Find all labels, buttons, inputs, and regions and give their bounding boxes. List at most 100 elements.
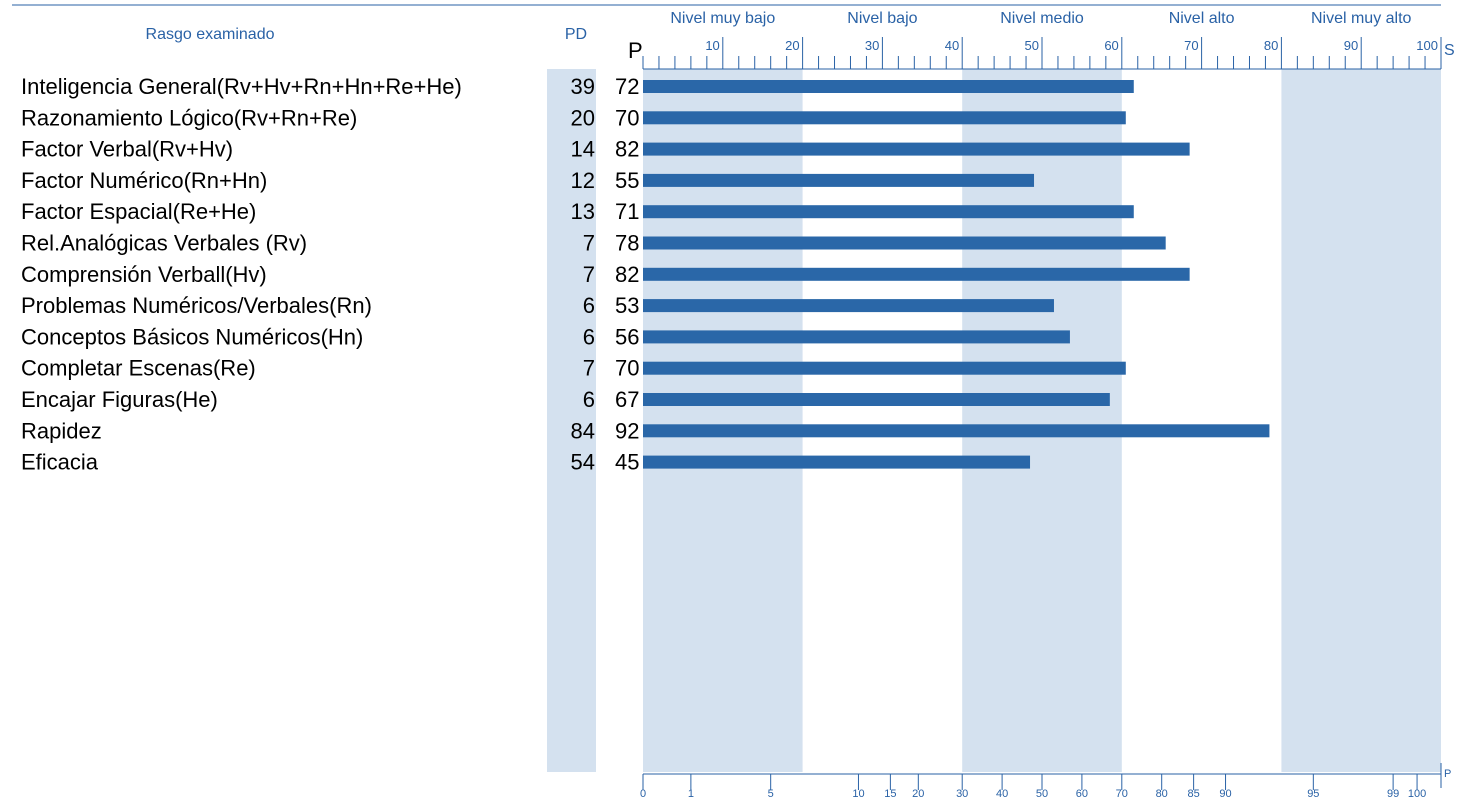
trait-row: Eficacia 54 45 xyxy=(21,450,1031,475)
percentile-value: 82 xyxy=(615,137,639,162)
p-axis-marker: P xyxy=(1444,768,1451,780)
trait-bar xyxy=(643,142,1190,156)
percentile-value: 45 xyxy=(615,450,639,475)
pd-value: 39 xyxy=(571,74,595,99)
trait-bar xyxy=(643,455,1031,469)
p-axis-tick-label: 80 xyxy=(1156,788,1168,800)
s-axis-tick-label: 20 xyxy=(785,38,799,53)
trait-row: Factor Verbal(Rv+Hv) 14 82 xyxy=(21,137,1190,162)
trait-row: Rapidez 84 92 xyxy=(21,418,1270,443)
trait-label: Factor Numérico(Rn+Hn) xyxy=(21,168,267,193)
level-labels: Nivel muy bajo Nivel bajo Nivel medio Nivel… xyxy=(670,10,1411,27)
trait-row: Encajar Figuras(He) 6 67 xyxy=(21,387,1110,412)
trait-row: Razonamiento Lógico(Rv+Rn+Re) 20 70 xyxy=(21,105,1126,130)
trait-row: Factor Espacial(Re+He) 13 71 xyxy=(21,199,1134,224)
trait-bar xyxy=(643,267,1190,281)
trait-label: Razonamiento Lógico(Rv+Rn+Re) xyxy=(21,105,357,130)
pd-value: 7 xyxy=(583,356,595,381)
s-axis-tick-label: 30 xyxy=(865,38,879,53)
p-axis-tick-label: 40 xyxy=(996,788,1008,800)
level-label-4: Nivel alto xyxy=(1169,10,1235,27)
pd-value: 6 xyxy=(583,324,595,349)
percentile-value: 72 xyxy=(615,74,639,99)
s-axis-tick-label: 90 xyxy=(1344,38,1358,53)
level-label-5: Nivel muy alto xyxy=(1311,10,1412,27)
s-axis-tick-label: 60 xyxy=(1104,38,1118,53)
trait-row: Factor Numérico(Rn+Hn) 12 55 xyxy=(21,168,1035,193)
trait-bar xyxy=(643,80,1134,93)
trait-row: Problemas Numéricos/Verbales(Rn) 6 53 xyxy=(21,293,1054,318)
p-axis-tick-label: 70 xyxy=(1116,788,1128,800)
p-axis-tick-label: 20 xyxy=(912,788,924,800)
trait-label: Rapidez xyxy=(21,418,102,443)
trait-row: Comprensión Verball(Hv) 7 82 xyxy=(21,262,1190,287)
p-axis-tick-label: 60 xyxy=(1076,788,1088,800)
p-axis-tick-label: 90 xyxy=(1219,788,1231,800)
pd-value: 14 xyxy=(571,137,595,162)
trait-row: Inteligencia General(Rv+Hv+Rn+Hn+Re+He) 3… xyxy=(21,74,1134,99)
trait-bar xyxy=(643,393,1110,406)
trait-label: Inteligencia General(Rv+Hv+Rn+Hn+Re+He) xyxy=(21,74,462,99)
pd-value: 6 xyxy=(583,387,595,412)
trait-rows: Inteligencia General(Rv+Hv+Rn+Hn+Re+He) 3… xyxy=(21,74,1270,475)
percentile-value: 82 xyxy=(615,262,639,287)
p-axis-tick-label: 15 xyxy=(884,788,896,800)
pd-value: 7 xyxy=(583,231,595,256)
p-axis-tick-label: 100 xyxy=(1408,788,1426,800)
percentile-value: 53 xyxy=(615,293,639,318)
trait-bar xyxy=(643,205,1134,219)
p-axis-tick-label: 0 xyxy=(640,788,646,800)
percentile-value: 71 xyxy=(615,199,639,224)
percentile-value: 70 xyxy=(615,105,639,130)
s-axis-tick-label: 40 xyxy=(945,38,959,53)
trait-column-header: Rasgo examinado xyxy=(146,26,275,43)
trait-bar xyxy=(643,236,1166,250)
s-axis-tick-label: 70 xyxy=(1184,38,1198,53)
percentile-column-marker: P xyxy=(628,38,643,63)
s-axis-marker: S xyxy=(1444,42,1455,59)
trait-bar xyxy=(643,330,1070,344)
p-axis-tick-label: 95 xyxy=(1307,788,1319,800)
trait-label: Completar Escenas(Re) xyxy=(21,356,256,381)
trait-bar xyxy=(643,173,1035,187)
p-axis-tick-label: 1 xyxy=(688,788,694,800)
percentile-value: 56 xyxy=(615,324,639,349)
p-axis: 0 1 5 10 15 20 30 40 50 60 70 80 85 90 95 99 100 xyxy=(640,763,1442,800)
trait-bar xyxy=(643,361,1126,375)
trait-bar xyxy=(643,424,1270,438)
pd-value: 20 xyxy=(571,105,595,130)
pd-value: 54 xyxy=(571,450,595,475)
pd-value: 13 xyxy=(571,199,595,224)
s-axis-tick-label: 80 xyxy=(1264,38,1278,53)
trait-label: Comprensión Verball(Hv) xyxy=(21,262,267,287)
p-axis-tick-label: 99 xyxy=(1387,788,1399,800)
trait-bar xyxy=(643,299,1054,313)
p-axis-tick-label: 30 xyxy=(956,788,968,800)
pd-column-band xyxy=(547,69,596,772)
percentile-value: 78 xyxy=(615,231,639,256)
s-axis-tick-label: 100 xyxy=(1416,38,1438,53)
s-axis: 10 20 30 40 50 60 70 80 90 100 xyxy=(642,37,1442,70)
p-axis-tick-label: 10 xyxy=(852,788,864,800)
trait-label: Encajar Figuras(He) xyxy=(21,387,218,412)
p-axis-tick-label: 5 xyxy=(768,788,774,800)
percentile-value: 55 xyxy=(615,168,639,193)
p-axis-tick-label: 50 xyxy=(1036,788,1048,800)
trait-label: Factor Verbal(Rv+Hv) xyxy=(21,137,233,162)
trait-row: Conceptos Básicos Numéricos(Hn) 6 56 xyxy=(21,324,1070,349)
trait-bar xyxy=(643,111,1126,125)
trait-label: Problemas Numéricos/Verbales(Rn) xyxy=(21,293,372,318)
pd-value: 7 xyxy=(583,262,595,287)
trait-label: Eficacia xyxy=(21,450,99,475)
percentile-value: 67 xyxy=(615,387,639,412)
trait-label: Factor Espacial(Re+He) xyxy=(21,199,256,224)
s-axis-tick-label: 10 xyxy=(705,38,719,53)
trait-label: Rel.Analógicas Verbales (Rv) xyxy=(21,231,307,256)
pd-column-header: PD xyxy=(565,26,587,43)
level-label-2: Nivel bajo xyxy=(847,10,917,27)
trait-label: Conceptos Básicos Numéricos(Hn) xyxy=(21,324,363,349)
level-label-3: Nivel medio xyxy=(1000,10,1084,27)
trait-row: Completar Escenas(Re) 7 70 xyxy=(21,356,1126,381)
pd-value: 6 xyxy=(583,293,595,318)
